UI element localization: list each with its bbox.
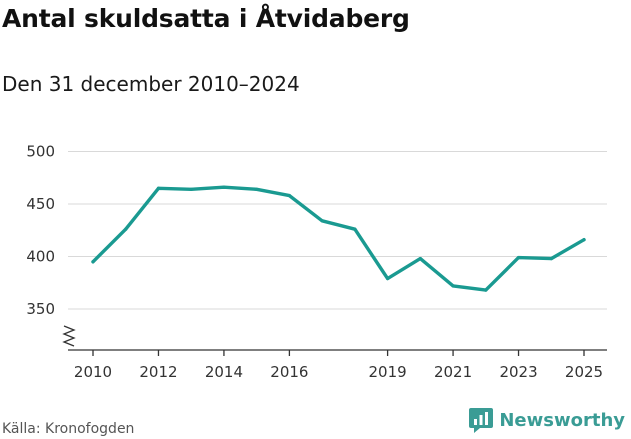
data-point-2011 — [124, 227, 128, 231]
data-point-2017 — [320, 219, 324, 223]
y-tick-label-350: 350 — [26, 300, 55, 318]
axis-break-icon — [62, 325, 76, 347]
data-point-2019 — [386, 276, 390, 281]
series-line-0 — [91, 185, 586, 292]
source-text: Källa: Kronofogden — [2, 421, 135, 437]
series — [91, 185, 586, 292]
x-tick-label-2021: 2021 — [434, 363, 472, 381]
data-point-2016 — [287, 194, 291, 198]
data-point-2013 — [189, 187, 193, 191]
y-tick-label-450: 450 — [26, 195, 55, 213]
data-point-2022 — [484, 288, 488, 292]
line-chart: 350 400 450 500 2010 2012 2014 2016 2019 2021 202… — [26, 143, 607, 381]
x-axis — [62, 325, 607, 351]
data-point-2012 — [156, 186, 161, 190]
data-point-2023 — [516, 255, 521, 260]
data-point-2018 — [353, 227, 357, 231]
y-tick-label-500: 500 — [26, 143, 55, 161]
newsworthy-logo-icon — [469, 408, 494, 433]
data-point-2025 — [582, 238, 586, 242]
x-axis-ticks: 2010 2012 2014 2016 2019 2021 2023 2025 — [74, 350, 603, 381]
brand-logo: Newsworthy — [468, 406, 625, 434]
y-axis-ticks: 350 400 450 500 — [26, 143, 55, 319]
data-point-2024 — [549, 257, 553, 261]
x-tick-label-2025: 2025 — [565, 363, 603, 381]
data-point-2021 — [451, 284, 455, 288]
grid-lines — [68, 151, 607, 310]
x-tick-label-2014: 2014 — [205, 363, 243, 381]
chart-title: Antal skuldsatta i Åtvidaberg — [2, 4, 410, 33]
chart-subtitle: Den 31 december 2010–2024 — [2, 72, 300, 96]
x-tick-label-2010: 2010 — [74, 363, 112, 381]
x-tick-label-2023: 2023 — [499, 363, 537, 381]
brand-name: Newsworthy — [499, 409, 625, 431]
data-point-2015 — [255, 187, 259, 191]
data-point-2010 — [91, 260, 95, 264]
data-point-2020 — [418, 257, 422, 261]
y-tick-label-400: 400 — [26, 248, 55, 266]
x-tick-label-2012: 2012 — [139, 363, 177, 381]
data-point-2014 — [222, 185, 226, 189]
x-tick-label-2019: 2019 — [369, 363, 407, 381]
x-tick-label-2016: 2016 — [270, 363, 308, 381]
